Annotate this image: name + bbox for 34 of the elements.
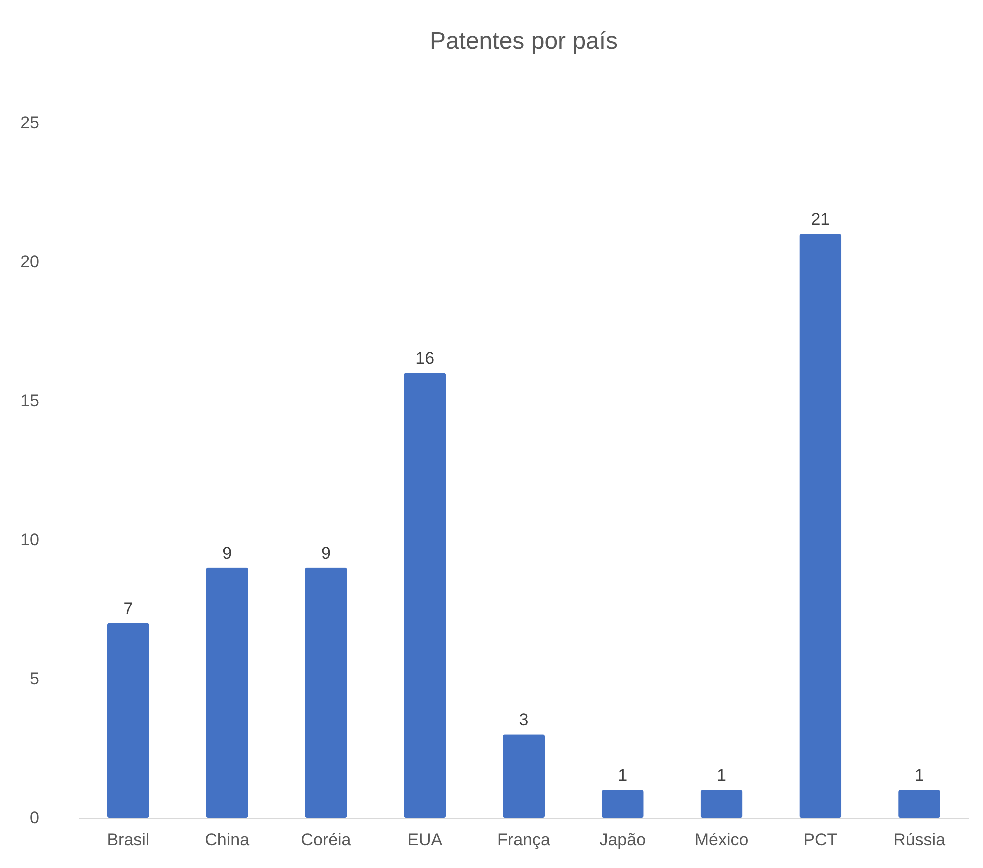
- bar: [206, 568, 248, 818]
- x-tick-label: México: [694, 830, 749, 850]
- bar: [107, 623, 150, 818]
- data-label: 21: [811, 210, 830, 230]
- x-tick-label: Brasil: [107, 830, 150, 850]
- data-label: 1: [914, 766, 924, 786]
- data-label: 9: [222, 544, 232, 563]
- data-label: 3: [519, 710, 529, 730]
- bar: [898, 790, 941, 818]
- bar: [800, 234, 842, 818]
- bar: [404, 373, 446, 818]
- bar: [503, 734, 545, 818]
- bar: [700, 790, 743, 818]
- chart-title: Patentes por país: [430, 28, 618, 55]
- x-tick-label: EUA: [408, 830, 444, 850]
- x-tick-label: Japão: [600, 830, 646, 850]
- data-label: 9: [321, 544, 331, 563]
- x-tick-label: Rússia: [894, 830, 946, 850]
- data-label: 1: [618, 766, 628, 786]
- y-tick-label: 0: [30, 808, 40, 828]
- data-label: 16: [416, 349, 435, 368]
- x-tick-label: França: [498, 830, 551, 850]
- y-tick-label: 25: [20, 114, 40, 132]
- x-tick-label: China: [205, 830, 250, 850]
- y-tick-label: 5: [30, 670, 40, 688]
- bar: [602, 790, 644, 818]
- x-tick-label: PCT: [804, 830, 838, 850]
- y-tick-label: 10: [20, 530, 40, 550]
- y-tick-label: 20: [20, 252, 40, 272]
- data-label: 7: [124, 599, 134, 618]
- data-label: 1: [717, 766, 727, 786]
- x-tick-label: Coréia: [301, 830, 352, 850]
- y-tick-label: 15: [20, 392, 40, 410]
- bar: [305, 568, 348, 818]
